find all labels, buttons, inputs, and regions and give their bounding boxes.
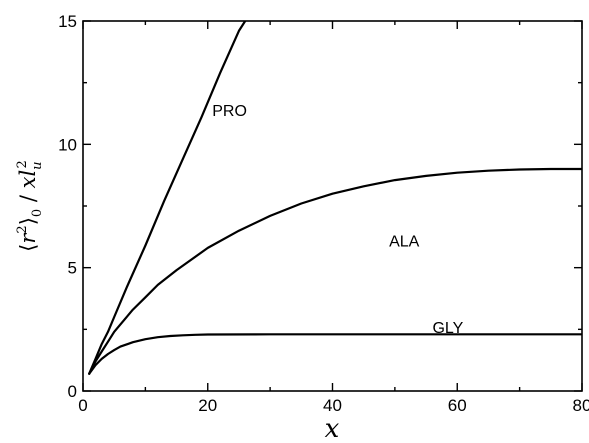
y-tick-label: 15 — [58, 12, 77, 31]
y-label-slash: / — [16, 188, 40, 208]
series-lines — [88, 21, 582, 375]
y-label-x: x — [16, 176, 40, 188]
series-line-pro — [88, 21, 247, 375]
y-label-bracket-close: ⟩ — [16, 217, 40, 225]
y-tick-label: 5 — [68, 259, 77, 278]
y-label-bracket-open: ⟨ — [16, 244, 40, 252]
x-tick-label: 60 — [448, 396, 467, 415]
y-axis-label: ⟨r2⟩0 / xlu2 — [15, 160, 45, 252]
y-label-l: l — [16, 170, 40, 177]
y-label-r: r — [16, 232, 40, 244]
x-tick-label: 40 — [323, 396, 342, 415]
series-label-gly: GLY — [432, 320, 463, 337]
x-tick-label: 80 — [573, 396, 589, 415]
y-tick-label: 10 — [58, 135, 77, 154]
series-label-ala: ALA — [389, 234, 420, 251]
plot-area-frame — [82, 20, 583, 392]
y-label-l-sub: u — [30, 161, 45, 169]
series-line-gly — [88, 333, 582, 375]
series-labels: PRO ALA GLY — [212, 103, 463, 337]
y-tick-label: 0 — [68, 382, 77, 401]
y-label-r-sub: 0 — [30, 209, 45, 217]
y-label-r-sup: 2 — [15, 225, 30, 233]
ticks: 0 20 40 60 80 0 5 10 15 — [58, 12, 589, 415]
x-tick-label: 0 — [78, 396, 87, 415]
series-line-ala — [88, 167, 582, 375]
x-axis-label: x — [325, 414, 340, 443]
series-label-pro: PRO — [212, 103, 247, 120]
y-label-l-sup: 2 — [15, 160, 30, 168]
x-tick-label: 20 — [198, 396, 217, 415]
